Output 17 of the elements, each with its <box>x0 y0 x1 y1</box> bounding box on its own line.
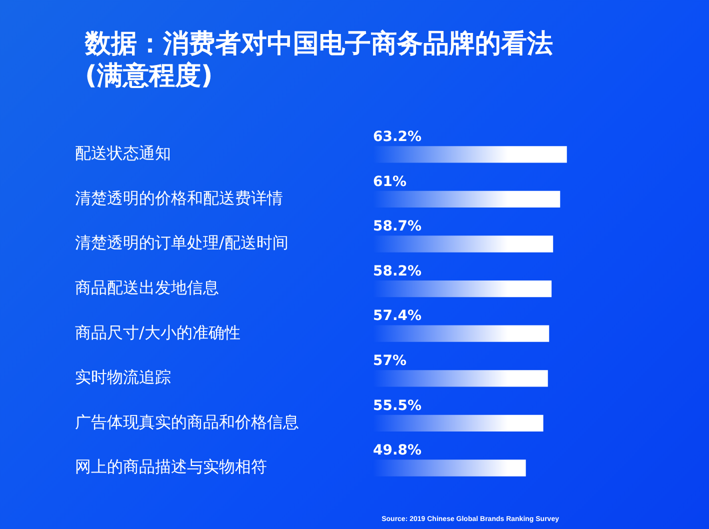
data-label: 55.5% <box>373 398 422 414</box>
data-label: 61% <box>373 174 407 190</box>
y-tick-label: 广告体现真实的商品和价格信息 <box>75 412 299 432</box>
y-tick-label: 清楚透明的价格和配送费详情 <box>75 188 283 208</box>
y-tick-label: 商品配送出发地信息 <box>75 278 219 297</box>
data-label: 63.2% <box>373 129 422 146</box>
y-tick-label: 网上的商品描述与实物相符 <box>75 457 267 476</box>
chart-title: 数据：消费者对中国电子商务品牌的看法(满意程度) <box>85 28 554 92</box>
y-tick-label: 配送状态通知 <box>75 144 171 163</box>
data-label: 58.2% <box>373 263 422 280</box>
data-label: 49.8% <box>373 442 422 459</box>
y-tick-label: 商品尺寸/大小的准确性 <box>75 322 240 342</box>
data-label: 57.4% <box>373 308 422 324</box>
data-label: 58.7% <box>373 218 422 235</box>
data-label: 57% <box>373 353 407 370</box>
y-tick-label: 清楚透明的订单处理/配送时间 <box>75 233 288 252</box>
y-tick-label: 实时物流追踪 <box>75 368 171 387</box>
